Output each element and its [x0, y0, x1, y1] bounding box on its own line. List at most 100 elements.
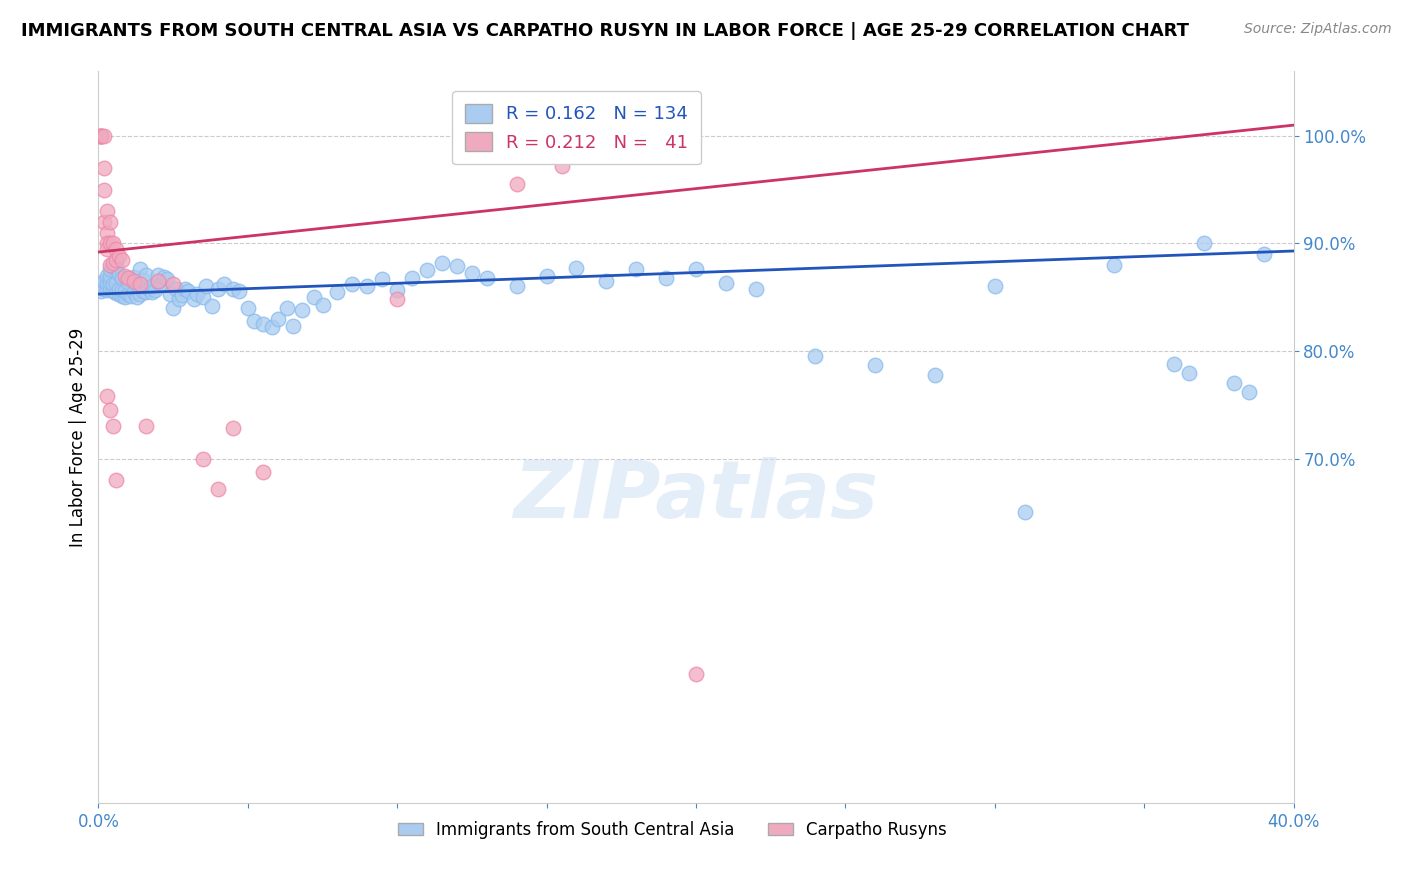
Point	[174, 282, 197, 296]
Point	[1223, 376, 1246, 391]
Point	[120, 289, 142, 303]
Point	[135, 285, 157, 299]
Point	[105, 258, 128, 272]
Point	[281, 319, 304, 334]
Point	[222, 421, 245, 435]
Point	[172, 288, 194, 302]
Point	[129, 262, 152, 277]
Point	[98, 215, 122, 229]
Point	[430, 256, 453, 270]
Point	[804, 350, 827, 364]
Point	[162, 301, 184, 315]
Point	[93, 274, 115, 288]
Point	[222, 282, 245, 296]
Point	[1163, 357, 1185, 371]
Point	[446, 259, 468, 273]
Point	[1178, 366, 1201, 380]
Point	[98, 403, 122, 417]
Point	[98, 275, 122, 289]
Point	[103, 419, 125, 434]
Text: ZIPatlas: ZIPatlas	[513, 457, 879, 534]
Point	[1014, 505, 1036, 519]
Point	[105, 242, 128, 256]
Point	[105, 252, 128, 267]
Point	[385, 293, 409, 307]
Point	[291, 303, 314, 318]
Point	[984, 279, 1007, 293]
Point	[114, 268, 136, 283]
Point	[207, 282, 229, 296]
Legend: Immigrants from South Central Asia, Carpatho Rusyns: Immigrants from South Central Asia, Carp…	[391, 814, 953, 846]
Point	[132, 273, 155, 287]
Point	[177, 284, 200, 298]
Point	[153, 269, 176, 284]
Point	[162, 277, 184, 292]
Point	[550, 159, 572, 173]
Point	[103, 260, 125, 274]
Point	[98, 236, 122, 251]
Point	[96, 242, 118, 256]
Point	[141, 279, 163, 293]
Point	[96, 283, 118, 297]
Point	[90, 128, 112, 143]
Point	[111, 289, 134, 303]
Point	[1237, 384, 1260, 399]
Point	[103, 236, 125, 251]
Point	[191, 290, 214, 304]
Point	[98, 282, 122, 296]
Point	[114, 290, 136, 304]
Point	[96, 236, 118, 251]
Point	[356, 279, 378, 293]
Point	[96, 226, 118, 240]
Point	[260, 320, 283, 334]
Point	[311, 298, 333, 312]
Point	[127, 290, 149, 304]
Point	[111, 283, 134, 297]
Point	[186, 287, 208, 301]
Point	[685, 262, 707, 277]
Point	[105, 285, 128, 300]
Point	[98, 268, 122, 283]
Point	[167, 293, 190, 307]
Point	[103, 277, 125, 292]
Point	[120, 272, 142, 286]
Point	[565, 261, 588, 276]
Point	[159, 287, 181, 301]
Point	[191, 451, 214, 466]
Point	[276, 301, 298, 315]
Point	[103, 256, 125, 270]
Point	[148, 274, 170, 288]
Point	[745, 282, 768, 296]
Point	[96, 268, 118, 283]
Point	[385, 283, 409, 297]
Point	[150, 277, 173, 292]
Point	[90, 277, 112, 292]
Point	[165, 282, 187, 296]
Point	[342, 277, 364, 292]
Point	[96, 204, 118, 219]
Point	[1192, 236, 1215, 251]
Point	[655, 271, 678, 285]
Point	[129, 287, 152, 301]
Point	[236, 301, 259, 315]
Point	[865, 358, 887, 372]
Text: IMMIGRANTS FROM SOUTH CENTRAL ASIA VS CARPATHO RUSYN IN LABOR FORCE | AGE 25-29 : IMMIGRANTS FROM SOUTH CENTRAL ASIA VS CA…	[21, 22, 1189, 40]
Point	[90, 128, 112, 143]
Point	[124, 285, 146, 299]
Point	[201, 299, 224, 313]
Point	[135, 268, 157, 282]
Point	[685, 666, 707, 681]
Point	[212, 277, 235, 292]
Point	[117, 275, 139, 289]
Point	[924, 368, 946, 382]
Y-axis label: In Labor Force | Age 25-29: In Labor Force | Age 25-29	[69, 327, 87, 547]
Point	[127, 278, 149, 293]
Point	[506, 279, 529, 293]
Point	[252, 317, 274, 331]
Point	[371, 272, 394, 286]
Point	[156, 272, 179, 286]
Point	[1253, 247, 1275, 261]
Point	[124, 274, 146, 288]
Point	[595, 274, 617, 288]
Point	[183, 293, 205, 307]
